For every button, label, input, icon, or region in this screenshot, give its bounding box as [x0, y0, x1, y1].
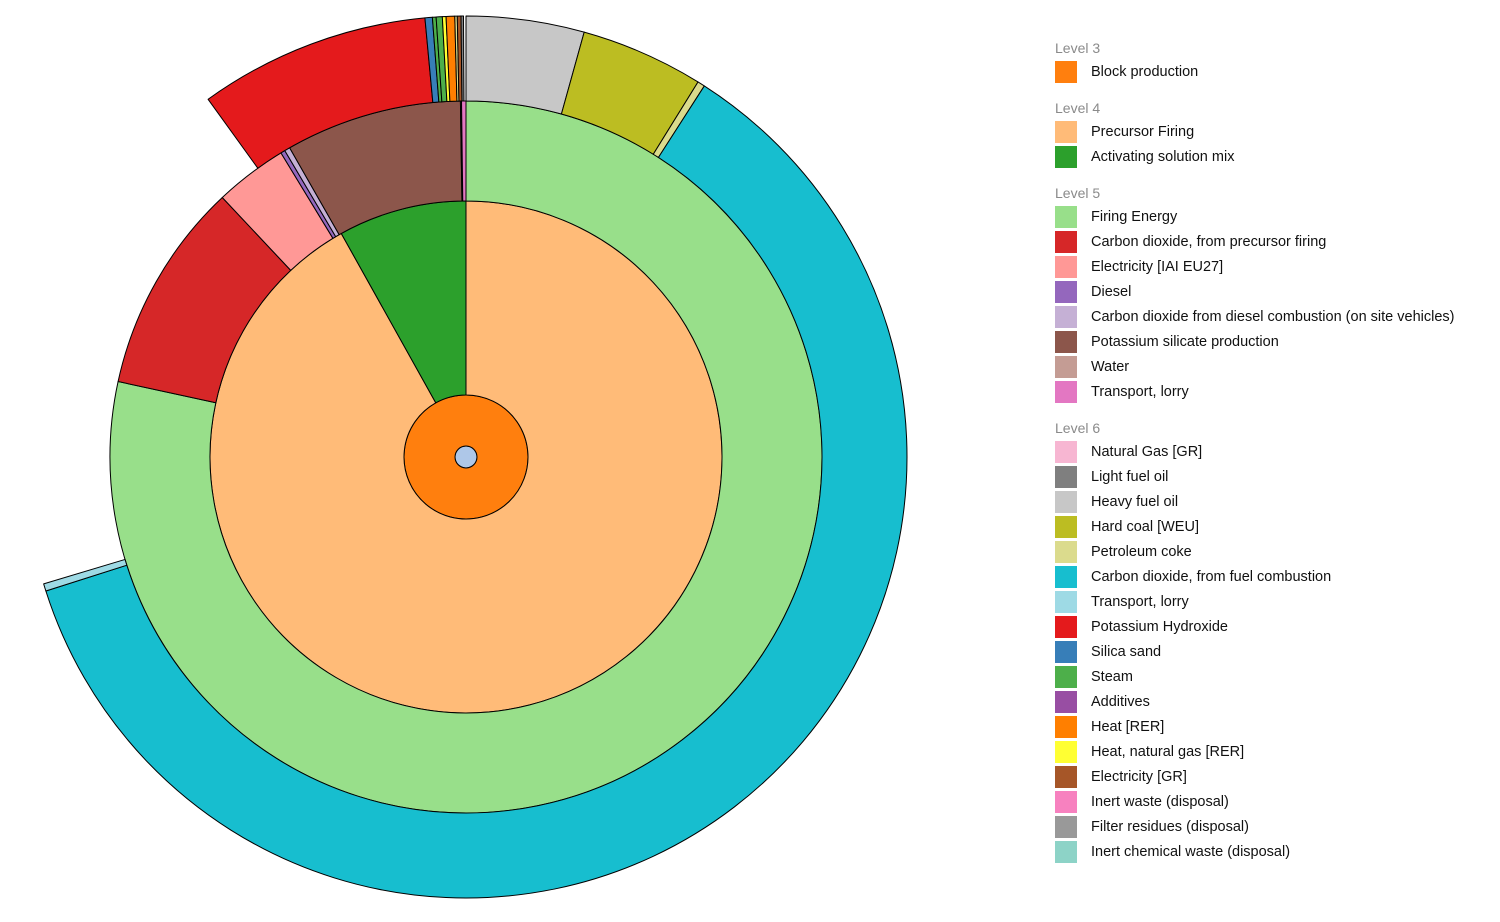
legend-label: Activating solution mix	[1091, 148, 1235, 165]
legend-swatch	[1055, 355, 1077, 378]
legend-label: Heavy fuel oil	[1091, 493, 1179, 510]
legend: Level 3 Block production Level 4 Precursor …	[1055, 38, 1495, 878]
legend-item-diesel[interactable]: Diesel	[1055, 279, 1495, 304]
legend-label: Petroleum coke	[1091, 543, 1192, 560]
legend-item-heat-natural-gas-rer[interactable]: Heat, natural gas [RER]	[1055, 739, 1495, 764]
legend-group-title: Level 6	[1055, 420, 1101, 436]
legend-label: Firing Energy	[1091, 208, 1178, 225]
legend-swatch	[1055, 615, 1077, 638]
legend-item-light-fuel-oil[interactable]: Light fuel oil	[1055, 464, 1495, 489]
legend-swatch	[1055, 740, 1077, 763]
legend-item-silica-sand[interactable]: Silica sand	[1055, 639, 1495, 664]
legend-swatch	[1055, 590, 1077, 613]
legend-swatch	[1055, 60, 1077, 83]
sunburst-chart	[43, 15, 908, 899]
legend-item-precursor-firing[interactable]: Precursor Firing	[1055, 119, 1495, 144]
legend-label: Precursor Firing	[1091, 123, 1195, 140]
legend-item-block-production[interactable]: Block production	[1055, 59, 1495, 84]
legend-item-potassium-hydroxide[interactable]: Potassium Hydroxide	[1055, 614, 1495, 639]
legend-group-title: Level 4	[1055, 100, 1101, 116]
legend-label: Electricity [IAI EU27]	[1091, 258, 1224, 275]
legend-swatch	[1055, 565, 1077, 588]
legend-swatch	[1055, 665, 1077, 688]
legend-swatch	[1055, 515, 1077, 538]
legend-swatch	[1055, 815, 1077, 838]
legend-item-carbon-dioxide-from-diesel-combustion-on-site-vehicles[interactable]: Carbon dioxide from diesel combustion (o…	[1055, 304, 1495, 329]
legend-label: Carbon dioxide from diesel combustion (o…	[1091, 308, 1455, 325]
legend-group-level-6: Level 6 Natural Gas [GR] Light fuel oil Hea…	[1055, 418, 1495, 864]
legend-swatch	[1055, 145, 1077, 168]
legend-swatch	[1055, 640, 1077, 663]
legend-item-water[interactable]: Water	[1055, 354, 1495, 379]
legend-label: Inert waste (disposal)	[1091, 793, 1229, 810]
legend-swatch	[1055, 330, 1077, 353]
sunburst-segment-level-5-transport-lorry[interactable]	[461, 100, 467, 202]
sunburst-segment-level-6-transport-lorry[interactable]	[43, 558, 128, 592]
legend-item-additives[interactable]: Additives	[1055, 689, 1495, 714]
legend-swatch	[1055, 840, 1077, 863]
legend-item-steam[interactable]: Steam	[1055, 664, 1495, 689]
legend-item-carbon-dioxide-from-precursor-firing[interactable]: Carbon dioxide, from precursor firing	[1055, 229, 1495, 254]
legend-group-level-4: Level 4 Precursor Firing Activating soluti…	[1055, 98, 1495, 169]
legend-label: Steam	[1091, 668, 1133, 685]
legend-group-level-3: Level 3 Block production	[1055, 38, 1495, 84]
legend-item-heat-rer[interactable]: Heat [RER]	[1055, 714, 1495, 739]
legend-label: Inert chemical waste (disposal)	[1091, 843, 1291, 860]
legend-label: Electricity [GR]	[1091, 768, 1187, 785]
legend-item-petroleum-coke[interactable]: Petroleum coke	[1055, 539, 1495, 564]
legend-item-hard-coal-weu[interactable]: Hard coal [WEU]	[1055, 514, 1495, 539]
legend-swatch	[1055, 690, 1077, 713]
legend-item-potassium-silicate-production[interactable]: Potassium silicate production	[1055, 329, 1495, 354]
legend-item-carbon-dioxide-from-fuel-combustion[interactable]: Carbon dioxide, from fuel combustion	[1055, 564, 1495, 589]
legend-swatch	[1055, 490, 1077, 513]
legend-label: Potassium Hydroxide	[1091, 618, 1228, 635]
legend-label: Heat [RER]	[1091, 718, 1165, 735]
legend-label: Hard coal [WEU]	[1091, 518, 1199, 535]
legend-item-heavy-fuel-oil[interactable]: Heavy fuel oil	[1055, 489, 1495, 514]
legend-label: Potassium silicate production	[1091, 333, 1279, 350]
legend-swatch	[1055, 230, 1077, 253]
legend-swatch	[1055, 305, 1077, 328]
legend-item-transport-lorry[interactable]: Transport, lorry	[1055, 379, 1495, 404]
legend-item-transport-lorry[interactable]: Transport, lorry	[1055, 589, 1495, 614]
legend-swatch	[1055, 540, 1077, 563]
legend-label: Filter residues (disposal)	[1091, 818, 1249, 835]
legend-item-electricity-gr[interactable]: Electricity [GR]	[1055, 764, 1495, 789]
sunburst-segment-level-6-light-fuel-oil[interactable]	[460, 15, 465, 102]
legend-label: Diesel	[1091, 283, 1132, 300]
legend-label: Water	[1091, 358, 1130, 375]
legend-label: Silica sand	[1091, 643, 1162, 660]
legend-label: Heat, natural gas [RER]	[1091, 743, 1245, 760]
legend-swatch	[1055, 380, 1077, 403]
legend-item-electricity-iai-eu27[interactable]: Electricity [IAI EU27]	[1055, 254, 1495, 279]
legend-label: Additives	[1091, 693, 1150, 710]
legend-swatch	[1055, 440, 1077, 463]
legend-item-filter-residues-disposal[interactable]: Filter residues (disposal)	[1055, 814, 1495, 839]
legend-group-title: Level 5	[1055, 185, 1101, 201]
legend-label: Transport, lorry	[1091, 593, 1189, 610]
sunburst-segment-level-6-carbon-dioxide-from-fuel-combustion[interactable]	[45, 85, 908, 899]
legend-label: Block production	[1091, 63, 1199, 80]
legend-swatch	[1055, 765, 1077, 788]
legend-swatch	[1055, 465, 1077, 488]
legend-item-inert-chemical-waste-disposal[interactable]: Inert chemical waste (disposal)	[1055, 839, 1495, 864]
legend-label: Carbon dioxide, from precursor firing	[1091, 233, 1327, 250]
legend-label: Transport, lorry	[1091, 383, 1189, 400]
legend-item-natural-gas-gr[interactable]: Natural Gas [GR]	[1055, 439, 1495, 464]
legend-label: Light fuel oil	[1091, 468, 1169, 485]
legend-swatch	[1055, 790, 1077, 813]
legend-item-firing-energy[interactable]: Firing Energy	[1055, 204, 1495, 229]
legend-swatch	[1055, 120, 1077, 143]
legend-label: Natural Gas [GR]	[1091, 443, 1203, 460]
legend-label: Carbon dioxide, from fuel combustion	[1091, 568, 1332, 585]
legend-item-activating-solution-mix[interactable]: Activating solution mix	[1055, 144, 1495, 169]
legend-group-level-5: Level 5 Firing Energy Carbon dioxide, from…	[1055, 183, 1495, 404]
legend-swatch	[1055, 715, 1077, 738]
legend-group-title: Level 3	[1055, 40, 1101, 56]
legend-item-inert-waste-disposal[interactable]: Inert waste (disposal)	[1055, 789, 1495, 814]
legend-swatch	[1055, 255, 1077, 278]
legend-swatch	[1055, 205, 1077, 228]
legend-swatch	[1055, 280, 1077, 303]
